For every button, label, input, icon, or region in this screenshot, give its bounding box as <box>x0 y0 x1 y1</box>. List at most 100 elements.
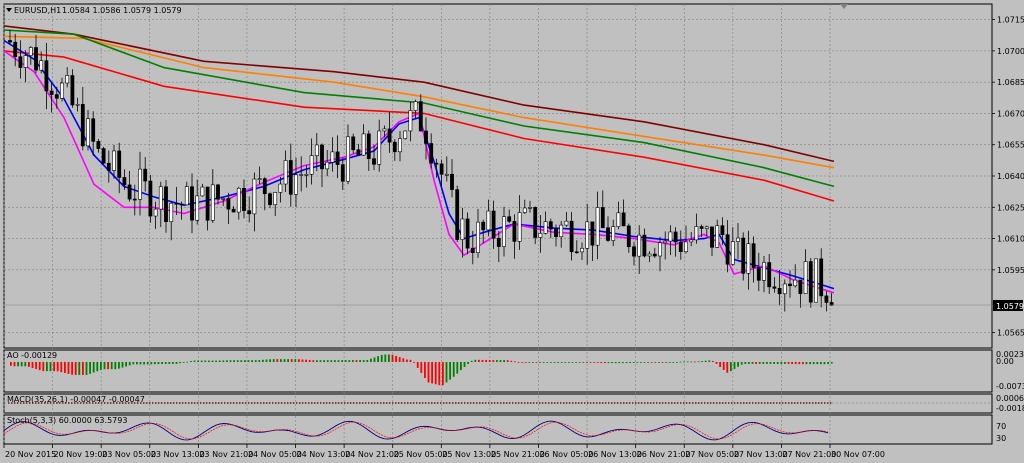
ao-bar <box>636 362 639 363</box>
ao-bar <box>233 360 235 362</box>
ao-bar <box>200 360 203 362</box>
ma-line <box>3 25 835 163</box>
macd-bar <box>758 402 760 404</box>
chevron-down-icon[interactable] <box>6 8 12 12</box>
macd-bar <box>158 402 160 404</box>
macd-bar <box>209 402 211 404</box>
x-tick-label: 24 Nov 05:00 <box>248 450 302 459</box>
ao-bar <box>305 359 307 362</box>
ao-bar <box>24 362 27 367</box>
macd-bar <box>302 402 304 404</box>
ao-bar <box>600 362 603 364</box>
macd-bar <box>212 402 214 404</box>
macd-bar <box>311 402 313 404</box>
ao-bar <box>128 362 131 366</box>
macd-bar <box>125 402 127 404</box>
ao-bar <box>481 359 484 362</box>
ao-bar <box>535 362 538 363</box>
candle-body <box>668 231 673 242</box>
ao-bar <box>496 360 498 362</box>
ao-bar <box>348 360 351 362</box>
macd-bar <box>791 402 793 404</box>
ma-line <box>3 35 835 169</box>
candle-body <box>190 186 194 221</box>
macd-bar <box>533 402 535 404</box>
candle-body <box>184 186 189 206</box>
candle-body <box>658 242 662 257</box>
candle-body <box>460 218 465 240</box>
y-tick-label: 1.0640 <box>997 172 1024 181</box>
ao-bar <box>769 362 772 364</box>
macd-bar <box>737 402 739 404</box>
y-tick-label: 1.0565 <box>997 328 1024 337</box>
ao-bar <box>49 362 52 372</box>
ao-panel[interactable] <box>3 349 993 393</box>
candle-body <box>392 141 397 153</box>
ao-bar <box>755 362 757 364</box>
ao-bar <box>204 360 207 362</box>
macd-bar <box>782 402 784 404</box>
price-axis: 1.0715 1.0700 1.0685 1.0670 1.0655 1.0640 1.06… <box>992 16 1024 337</box>
macd-bar <box>47 402 49 404</box>
candle-body <box>262 178 267 195</box>
candle-body <box>418 101 423 132</box>
ao-bar <box>787 362 790 364</box>
macd-bar <box>794 402 796 404</box>
x-tick-label: 27 Nov 21:00 <box>782 450 836 459</box>
x-tick-label: 25 Nov 05:00 <box>394 450 448 459</box>
ao-bar <box>676 361 678 363</box>
ao-bar <box>751 362 754 364</box>
macd-bar <box>290 402 292 404</box>
candle-body <box>408 110 413 132</box>
candle-body <box>470 247 475 253</box>
macd-bar <box>143 402 145 404</box>
macd-bar <box>773 402 775 404</box>
ao-bar <box>564 362 567 363</box>
ao-bar <box>64 362 66 374</box>
ao-bar <box>38 362 41 371</box>
ao-bar <box>85 362 88 375</box>
candle-body <box>273 192 278 206</box>
macd-bar <box>452 402 454 404</box>
macd-bar <box>353 402 355 404</box>
y-tick-label: 1.0610 <box>997 235 1024 244</box>
ao-bar <box>100 362 102 370</box>
candle-body <box>101 148 106 164</box>
ohlc-label: 1.0584 1.0586 1.0579 1.0579 <box>62 6 182 15</box>
macd-bar <box>329 402 331 404</box>
shift-marker-icon[interactable] <box>840 4 848 9</box>
macd-bar <box>227 402 229 404</box>
macd-bar <box>749 402 751 404</box>
macd-bar <box>545 402 547 404</box>
ao-bar <box>798 362 801 365</box>
candle-body <box>398 138 402 153</box>
last-price-text: 1.0579 <box>996 302 1024 311</box>
ao-bar <box>150 362 153 365</box>
ao-bar <box>654 362 657 363</box>
x-tick-label: 24 Nov 21:00 <box>345 450 399 459</box>
ao-bar <box>557 362 559 363</box>
ao-bar <box>690 361 693 363</box>
candle-body <box>647 253 652 257</box>
ao-bar <box>575 362 577 363</box>
macd-bar <box>701 402 703 404</box>
macd-bar <box>662 402 664 404</box>
ao-bar <box>816 362 819 365</box>
macd-bar <box>506 402 508 404</box>
candle-body <box>533 207 538 238</box>
macd-bar <box>692 402 694 404</box>
ao-bar <box>632 362 635 363</box>
macd-bar <box>356 402 358 404</box>
ao-bar <box>132 362 135 365</box>
ao-bar <box>658 362 660 363</box>
ao-bar <box>514 361 516 363</box>
ao-bar <box>823 362 826 365</box>
candle-body <box>247 210 252 215</box>
ao-bar <box>175 362 178 364</box>
candle-body <box>366 133 371 159</box>
stoch-panel[interactable] <box>3 414 993 445</box>
candle-body <box>772 286 777 289</box>
ao-bar <box>247 360 250 362</box>
ao-bar <box>229 360 232 362</box>
